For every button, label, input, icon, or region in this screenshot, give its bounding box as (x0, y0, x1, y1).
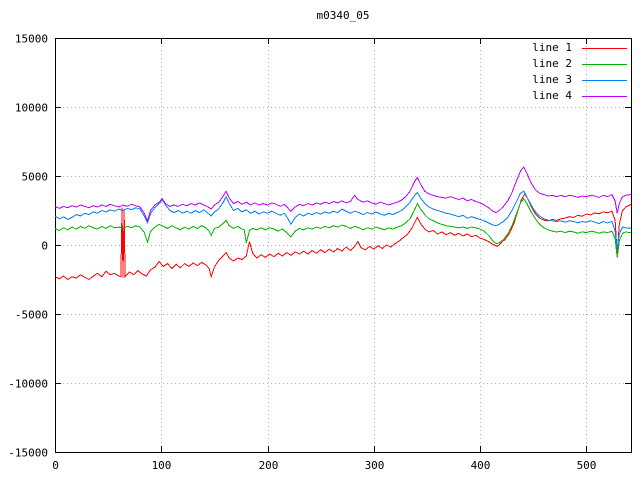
y-tick-label: 5000 (22, 171, 49, 184)
legend-line-sample (582, 79, 627, 81)
x-tick-label: 400 (471, 459, 491, 472)
y-tick-label: -15000 (8, 447, 48, 460)
y-tick-label: -5000 (15, 309, 48, 322)
legend-item-line-2: line 2 (532, 56, 627, 72)
legend-line-sample (582, 63, 627, 65)
y-tick-label: -10000 (8, 378, 48, 391)
legend-label: line 2 (532, 57, 572, 70)
legend-line-sample (582, 47, 627, 49)
legend-label: line 3 (532, 73, 572, 86)
y-tick-label: 0 (41, 240, 48, 253)
legend-item-line-1: line 1 (532, 40, 627, 56)
plot-border (55, 38, 632, 453)
legend-item-line-4: line 4 (532, 88, 627, 104)
x-tick-label: 500 (577, 459, 597, 472)
series-line-2 (54, 197, 632, 258)
series-line-1 (54, 192, 632, 281)
y-tick-label: 15000 (15, 33, 48, 46)
x-tick-label: 300 (365, 459, 385, 472)
x-tick-label: 200 (259, 459, 279, 472)
x-tick-label: 0 (52, 459, 59, 472)
legend-label: line 4 (532, 89, 572, 102)
y-tick-label: 10000 (15, 102, 48, 115)
series-line-3 (54, 190, 632, 249)
chart-title: m0340_05 (316, 9, 370, 22)
legend-item-line-3: line 3 (532, 72, 627, 88)
x-tick-label: 100 (152, 459, 172, 472)
series-line-4 (54, 166, 632, 223)
legend-line-sample (582, 95, 627, 97)
legend: line 1 line 2 line 3 line 4 (532, 40, 627, 104)
legend-label: line 1 (532, 41, 572, 54)
